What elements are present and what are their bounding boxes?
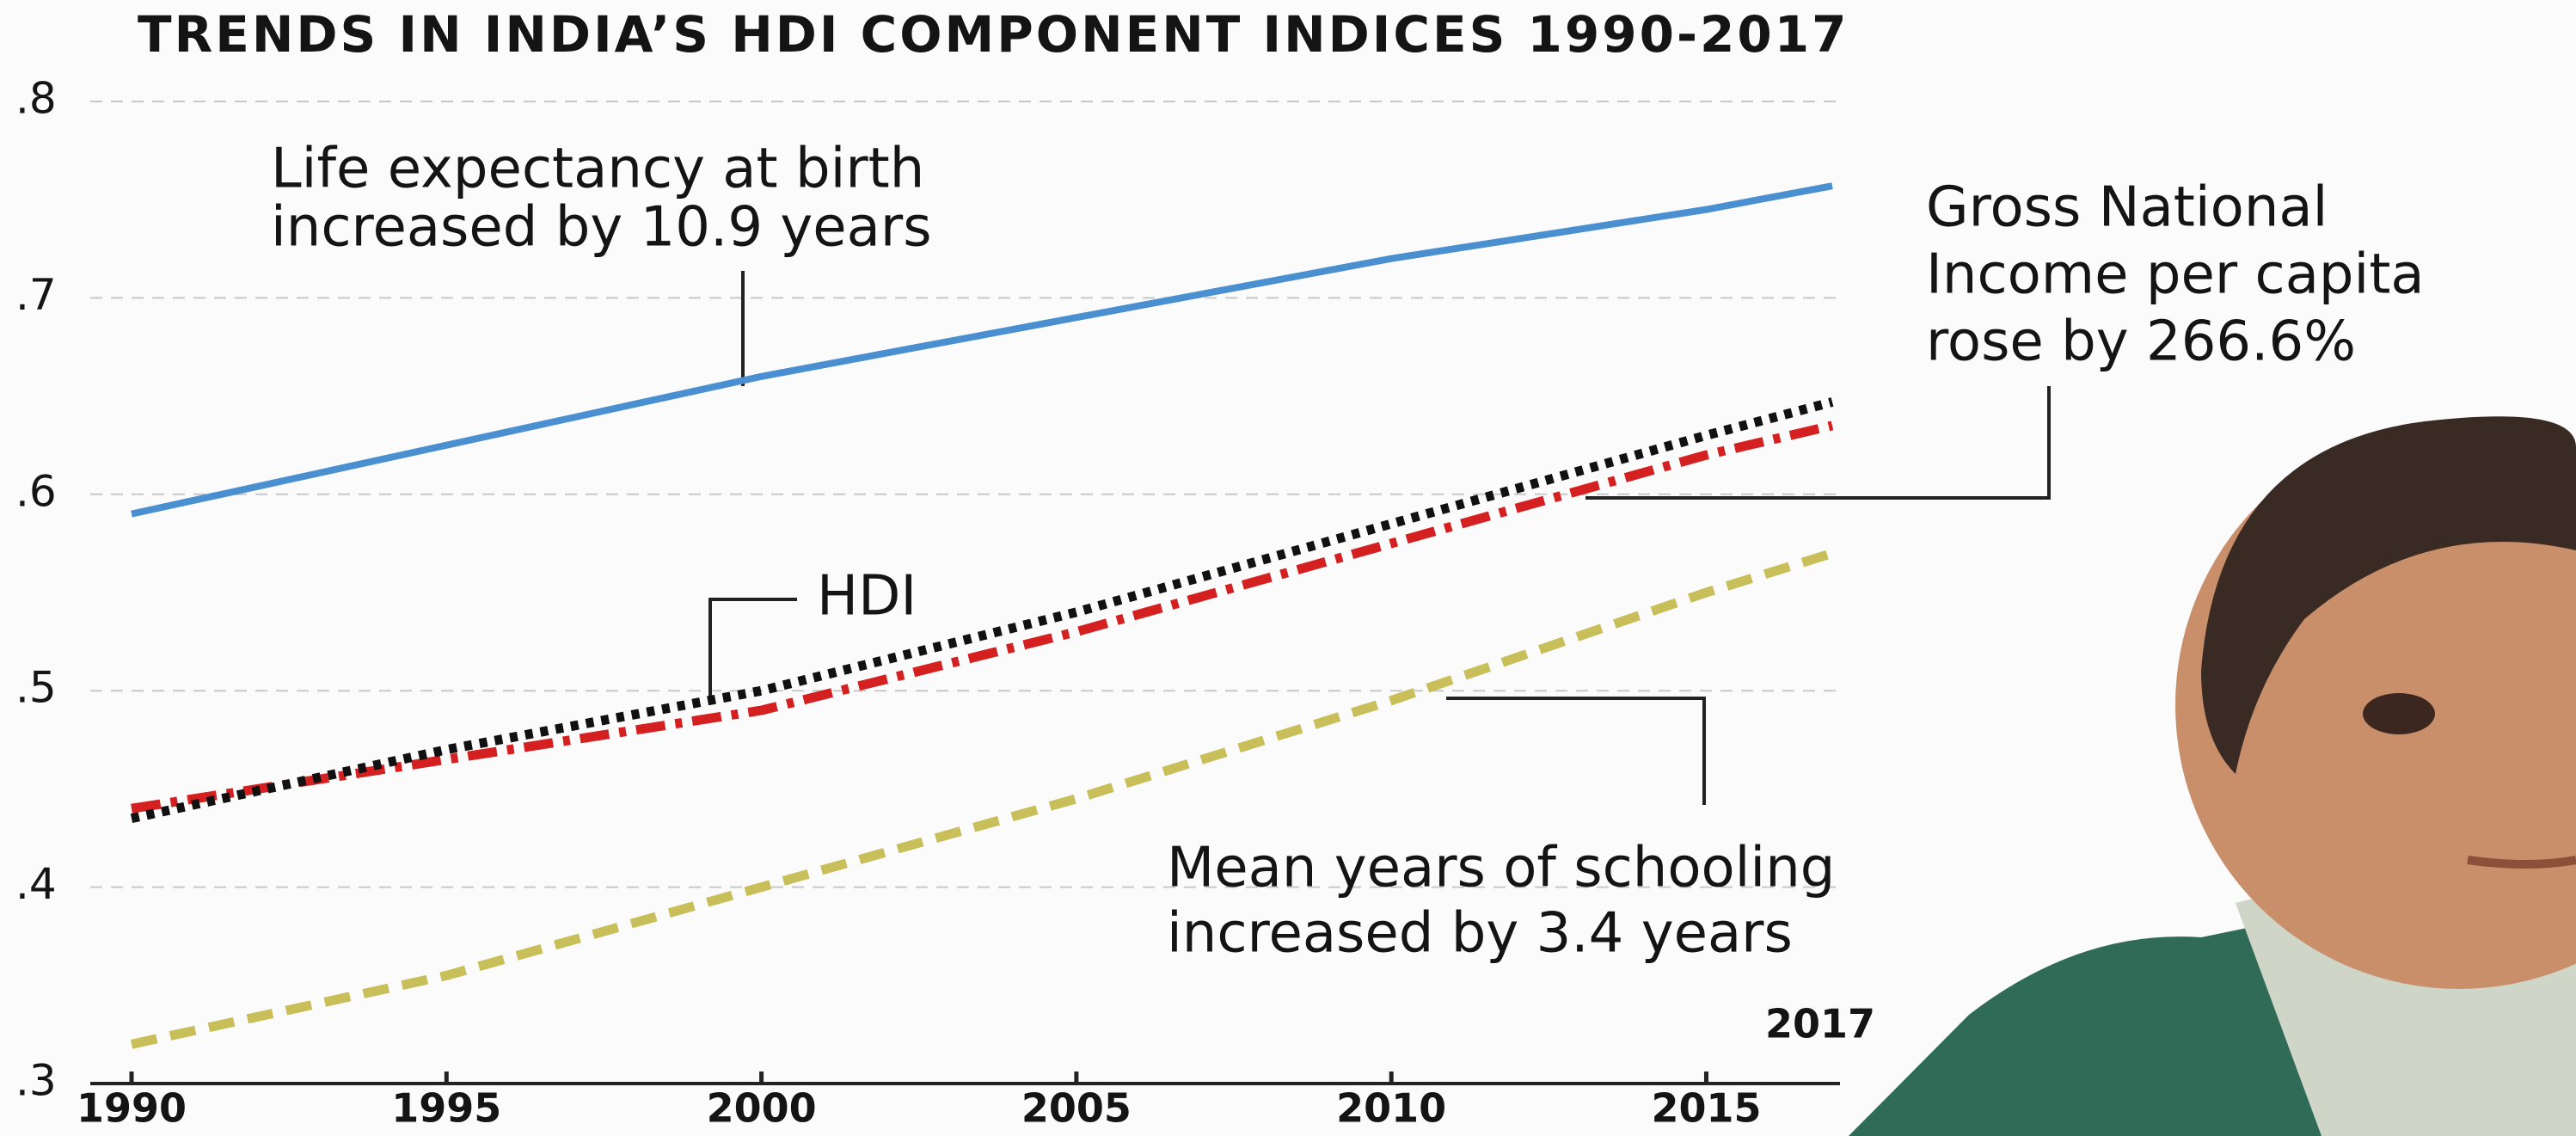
x-tick-label: 1995 <box>391 1085 501 1132</box>
x-tick-label: 2000 <box>707 1085 817 1132</box>
chart-title: TRENDS IN INDIA’S HDI COMPONENT INDICES … <box>138 5 1849 64</box>
x-tick-label: 2005 <box>1021 1085 1132 1132</box>
annotation: increased by 10.9 years <box>271 196 932 260</box>
series-line <box>132 553 1832 1044</box>
y-tick-label: .4 <box>15 859 57 909</box>
annotation: increased by 3.4 years <box>1167 902 1793 966</box>
annotation: Mean years of schooling <box>1167 837 1835 900</box>
series-line <box>132 402 1832 818</box>
x-tick-label: 2015 <box>1651 1085 1761 1132</box>
annotation: Life expectancy at birth <box>271 138 924 201</box>
x-tick-label: 1990 <box>77 1085 187 1132</box>
annotation: Gross National <box>1926 176 2328 240</box>
annotation: Income per capita <box>1926 243 2425 307</box>
chart: .3 .4 .5 .6 .7 .8 1990 1995 2000 2005 2010 2015 TREN… <box>0 0 2576 1136</box>
series-line <box>132 426 1832 808</box>
x-tick-label: 2010 <box>1336 1085 1446 1132</box>
legend-label: HDI <box>817 565 917 629</box>
annotation: 2017 <box>1765 1001 1875 1047</box>
photo <box>1849 416 2576 1136</box>
y-tick-label: .3 <box>15 1056 57 1106</box>
y-tick-label: .8 <box>15 74 57 124</box>
y-tick-label: .7 <box>15 270 57 320</box>
leader-line <box>1446 698 1704 805</box>
y-tick-label: .6 <box>15 466 57 516</box>
y-tick-label: .5 <box>15 663 57 713</box>
annotation: rose by 266.6% <box>1926 310 2356 374</box>
